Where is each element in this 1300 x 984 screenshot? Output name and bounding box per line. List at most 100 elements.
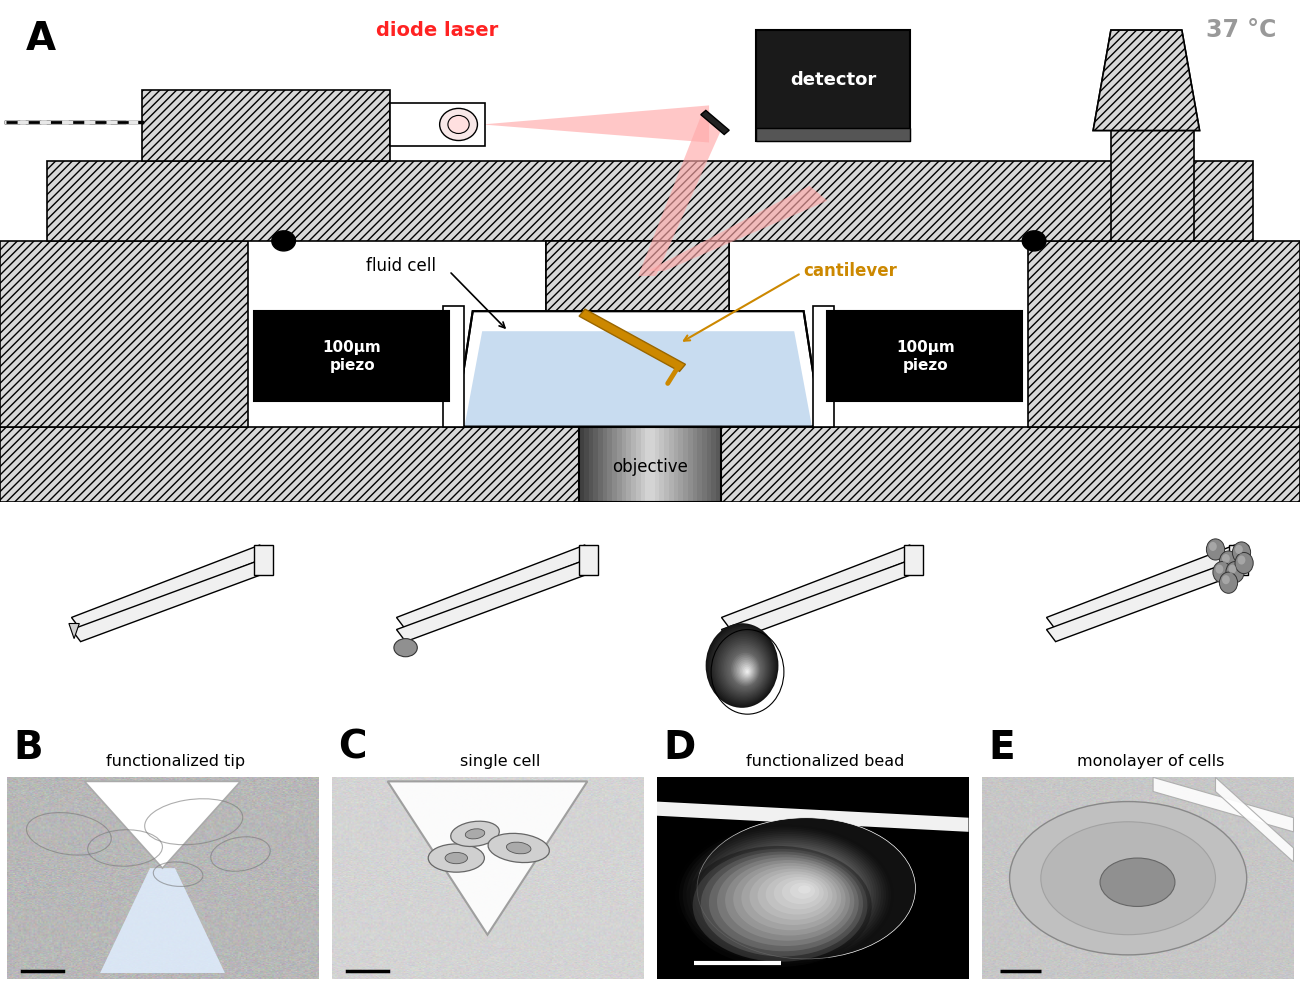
Polygon shape bbox=[903, 545, 923, 575]
Circle shape bbox=[729, 651, 760, 687]
Text: single cell: single cell bbox=[460, 754, 541, 769]
Circle shape bbox=[1228, 565, 1236, 574]
Circle shape bbox=[762, 867, 836, 915]
Bar bbox=[636, 427, 641, 502]
Circle shape bbox=[732, 852, 857, 933]
Bar bbox=[443, 306, 464, 427]
Circle shape bbox=[741, 665, 751, 677]
Circle shape bbox=[780, 876, 824, 904]
Circle shape bbox=[738, 661, 754, 680]
Ellipse shape bbox=[445, 852, 468, 864]
Bar bbox=[688, 427, 693, 502]
Polygon shape bbox=[647, 186, 827, 271]
Polygon shape bbox=[387, 781, 588, 935]
Bar bbox=[593, 427, 598, 502]
Polygon shape bbox=[455, 311, 822, 427]
Circle shape bbox=[1100, 858, 1175, 906]
Text: 37 °C: 37 °C bbox=[1206, 18, 1277, 42]
Polygon shape bbox=[578, 545, 598, 575]
Text: C: C bbox=[338, 729, 367, 767]
Circle shape bbox=[715, 634, 772, 701]
Text: E: E bbox=[988, 729, 1014, 767]
Ellipse shape bbox=[465, 829, 485, 839]
Circle shape bbox=[766, 874, 828, 914]
Circle shape bbox=[693, 849, 867, 961]
Circle shape bbox=[1235, 545, 1243, 554]
Polygon shape bbox=[396, 560, 585, 642]
Circle shape bbox=[792, 881, 816, 897]
Circle shape bbox=[733, 863, 845, 936]
Bar bbox=[679, 427, 684, 502]
Text: diode laser: diode laser bbox=[376, 21, 498, 39]
Circle shape bbox=[745, 668, 750, 674]
Circle shape bbox=[439, 108, 477, 141]
Circle shape bbox=[675, 825, 893, 966]
Circle shape bbox=[774, 877, 824, 909]
Circle shape bbox=[1238, 556, 1245, 565]
Circle shape bbox=[708, 854, 859, 952]
Circle shape bbox=[742, 857, 849, 926]
Circle shape bbox=[796, 883, 814, 895]
Bar bbox=[578, 427, 722, 502]
Circle shape bbox=[802, 887, 809, 891]
Bar bbox=[47, 160, 1253, 241]
Polygon shape bbox=[656, 802, 968, 831]
Text: 100μm
piezo: 100μm piezo bbox=[322, 339, 382, 373]
Text: 100μm
piezo: 100μm piezo bbox=[896, 339, 954, 373]
Circle shape bbox=[798, 886, 811, 893]
Circle shape bbox=[781, 880, 819, 904]
Text: monolayer of cells: monolayer of cells bbox=[1076, 754, 1225, 769]
Circle shape bbox=[690, 832, 884, 957]
Circle shape bbox=[738, 856, 852, 928]
Text: A: A bbox=[26, 20, 56, 58]
Bar bbox=[546, 241, 729, 311]
Circle shape bbox=[772, 872, 828, 908]
Circle shape bbox=[705, 839, 874, 949]
Circle shape bbox=[716, 844, 866, 942]
Circle shape bbox=[682, 829, 889, 961]
Text: B: B bbox=[13, 729, 43, 767]
Polygon shape bbox=[1093, 31, 1200, 131]
Circle shape bbox=[707, 625, 777, 707]
Circle shape bbox=[1222, 575, 1230, 584]
Bar bbox=[812, 306, 835, 427]
Circle shape bbox=[790, 883, 815, 898]
Circle shape bbox=[1219, 551, 1238, 572]
Circle shape bbox=[720, 846, 863, 940]
Circle shape bbox=[736, 658, 757, 682]
Circle shape bbox=[734, 656, 758, 684]
Bar bbox=[641, 427, 646, 502]
Circle shape bbox=[731, 652, 759, 686]
Text: objective: objective bbox=[612, 458, 688, 475]
Ellipse shape bbox=[488, 833, 550, 863]
Bar bbox=[607, 427, 612, 502]
Circle shape bbox=[1022, 231, 1046, 251]
Circle shape bbox=[724, 645, 766, 693]
Polygon shape bbox=[482, 105, 708, 143]
Circle shape bbox=[710, 629, 775, 704]
Circle shape bbox=[720, 641, 767, 695]
Circle shape bbox=[1235, 552, 1253, 574]
Bar bbox=[673, 427, 679, 502]
Bar bbox=[598, 427, 603, 502]
Circle shape bbox=[712, 843, 868, 944]
Ellipse shape bbox=[428, 844, 485, 872]
Bar bbox=[711, 427, 716, 502]
Circle shape bbox=[701, 851, 863, 956]
Polygon shape bbox=[1093, 31, 1200, 131]
Polygon shape bbox=[72, 545, 260, 630]
Circle shape bbox=[708, 627, 776, 706]
Polygon shape bbox=[1046, 545, 1235, 630]
Bar bbox=[693, 427, 698, 502]
Circle shape bbox=[1216, 565, 1223, 574]
Circle shape bbox=[1232, 542, 1251, 563]
Bar bbox=[682, 427, 689, 502]
Bar bbox=[584, 427, 589, 502]
Bar bbox=[702, 427, 707, 502]
Circle shape bbox=[746, 670, 749, 673]
Circle shape bbox=[728, 850, 859, 935]
Circle shape bbox=[737, 659, 755, 681]
Circle shape bbox=[754, 863, 841, 919]
Circle shape bbox=[1010, 802, 1247, 954]
Bar bbox=[618, 427, 623, 502]
